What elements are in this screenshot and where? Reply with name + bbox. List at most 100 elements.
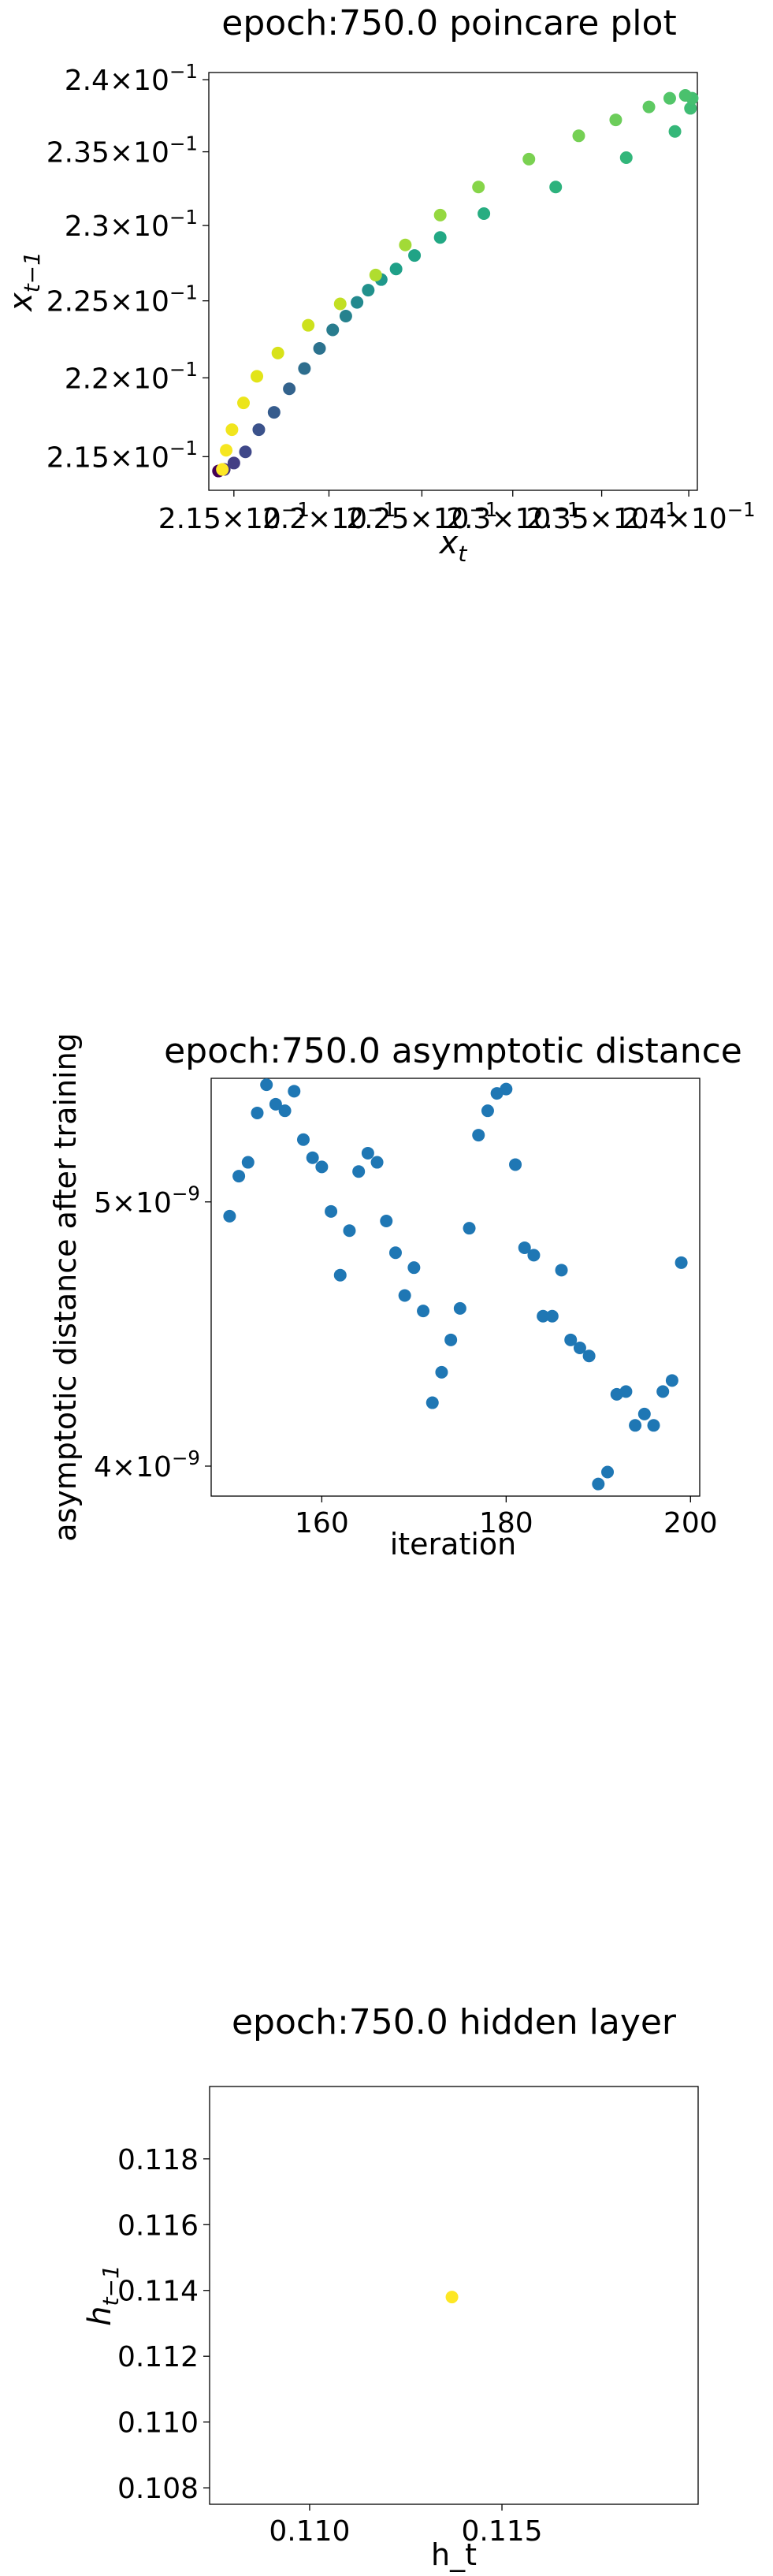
data-point bbox=[362, 284, 375, 297]
data-point bbox=[433, 208, 447, 221]
data-point bbox=[380, 1214, 393, 1227]
data-point bbox=[684, 102, 697, 115]
data-point bbox=[549, 181, 563, 194]
y-tick-label: 2.3×10−1 bbox=[65, 206, 198, 243]
x-tick-label: 160 bbox=[295, 1507, 349, 1539]
x-axis-ticks: 2.15×10−12.2×10−12.25×10−12.3×10−12.35×1… bbox=[158, 490, 756, 535]
data-point bbox=[333, 1268, 347, 1282]
chart-title: epoch:750.0 asymptotic distance bbox=[164, 1031, 742, 1071]
x-tick-label: 180 bbox=[479, 1507, 533, 1539]
data-point bbox=[444, 1333, 458, 1346]
x-axis-ticks: 160 180 200 bbox=[295, 1496, 718, 1539]
data-point bbox=[227, 456, 240, 470]
data-points bbox=[223, 1078, 688, 1491]
data-point bbox=[433, 231, 447, 244]
data-point bbox=[339, 310, 352, 323]
y-axis-ticks: 2.15×10−1 2.2×10−1 2.25×10−1 2.3×10−1 2.35×1… bbox=[46, 60, 209, 474]
data-point bbox=[241, 1156, 255, 1169]
y-tick-label: 0.112 bbox=[117, 2341, 199, 2373]
data-point bbox=[220, 444, 233, 457]
data-point bbox=[398, 1289, 411, 1302]
data-point bbox=[642, 100, 656, 114]
x-axis-label: h_t bbox=[431, 2537, 477, 2572]
data-point bbox=[343, 1224, 356, 1238]
x-tick-label: 0.110 bbox=[269, 2515, 350, 2548]
data-point bbox=[663, 91, 676, 105]
data-point bbox=[407, 1261, 421, 1275]
data-point bbox=[601, 1465, 615, 1479]
y-tick-label: 2.15×10−1 bbox=[46, 437, 198, 474]
asymptotic-distance-chart: epoch:750.0 asymptotic distance 160 180 20… bbox=[48, 1031, 742, 1562]
y-tick-label: 2.35×10−1 bbox=[46, 132, 198, 169]
data-point bbox=[537, 1309, 550, 1323]
y-axis-ticks: 0.108 0.110 0.112 0.114 0.116 0.118 bbox=[117, 2144, 210, 2505]
data-point bbox=[315, 1160, 329, 1174]
y-axis-label: asymptotic distance after training bbox=[48, 1033, 83, 1542]
data-point bbox=[668, 125, 682, 138]
y-tick-label: 2.25×10−1 bbox=[46, 281, 198, 318]
x-tick-label: 2.25×10−1 bbox=[346, 498, 497, 535]
data-point bbox=[351, 296, 364, 309]
data-point bbox=[302, 318, 315, 332]
data-point bbox=[260, 1078, 273, 1092]
data-point bbox=[417, 1305, 430, 1318]
data-point bbox=[239, 445, 252, 459]
chart-title: epoch:750.0 hidden layer bbox=[232, 2002, 677, 2042]
data-point bbox=[518, 1241, 531, 1254]
data-point bbox=[445, 2291, 459, 2304]
data-point bbox=[555, 1264, 568, 1277]
data-point bbox=[609, 114, 622, 127]
y-tick-label: 0.116 bbox=[117, 2209, 199, 2242]
x-tick-label: 2.15×10−1 bbox=[158, 498, 310, 535]
x-axis-label: iteration bbox=[390, 1527, 517, 1562]
data-point bbox=[269, 1097, 282, 1111]
data-point bbox=[306, 1151, 319, 1164]
data-point bbox=[352, 1165, 366, 1178]
data-point bbox=[582, 1349, 596, 1363]
y-tick-label: 0.114 bbox=[117, 2276, 199, 2308]
data-point bbox=[478, 207, 491, 220]
data-point bbox=[545, 1309, 559, 1323]
data-point bbox=[251, 370, 264, 383]
data-point bbox=[296, 1133, 310, 1146]
y-tick-label: 5×10−9 bbox=[94, 1182, 200, 1219]
data-point bbox=[389, 262, 403, 276]
data-points bbox=[445, 2291, 459, 2304]
data-point bbox=[225, 423, 239, 437]
x-tick-label: 2.2×10−1 bbox=[262, 498, 396, 535]
data-point bbox=[453, 1301, 466, 1315]
data-point bbox=[278, 1104, 292, 1118]
asymptotic-distance-figure: epoch:750.0 asymptotic distance 160 180 20… bbox=[0, 1017, 773, 1584]
data-point bbox=[619, 151, 633, 164]
y-tick-label: 2.4×10−1 bbox=[65, 60, 198, 97]
data-point bbox=[522, 152, 536, 166]
hidden-layer-figure: epoch:750.0 hidden layer 0.110 0.115 0.10… bbox=[0, 2002, 773, 2576]
y-axis-label: xt−1 bbox=[3, 251, 45, 313]
data-point bbox=[472, 1129, 485, 1142]
data-point bbox=[675, 1256, 688, 1269]
data-point bbox=[251, 1106, 264, 1119]
data-point bbox=[500, 1082, 513, 1096]
poincare-plot-figure: epoch:750.0 poincare plot 2.15×10−1 2.2×1… bbox=[0, 0, 773, 568]
data-point bbox=[564, 1333, 578, 1346]
x-tick-label: 0.115 bbox=[461, 2515, 542, 2548]
data-point bbox=[325, 1204, 338, 1218]
x-tick-label: 200 bbox=[663, 1507, 718, 1539]
data-point bbox=[527, 1249, 541, 1262]
data-point bbox=[678, 89, 692, 102]
y-tick-label: 2.2×10−1 bbox=[65, 358, 198, 395]
data-point bbox=[573, 1341, 586, 1354]
x-tick-label: 2.3×10−1 bbox=[446, 498, 579, 535]
y-tick-label: 0.110 bbox=[117, 2407, 199, 2440]
data-point bbox=[370, 1156, 384, 1169]
data-point bbox=[283, 382, 296, 396]
data-point bbox=[361, 1146, 374, 1160]
x-axis-ticks: 0.110 0.115 bbox=[269, 2504, 543, 2548]
y-axis-label: ht−1 bbox=[82, 2265, 124, 2326]
poincare-plot-chart: epoch:750.0 poincare plot 2.15×10−12.2×1… bbox=[3, 3, 756, 567]
y-axis-ticks: 4×10−9 5×10−9 bbox=[94, 1182, 211, 1483]
y-tick-label: 4×10−9 bbox=[94, 1446, 200, 1483]
data-point bbox=[647, 1419, 660, 1432]
data-point bbox=[592, 1477, 605, 1491]
data-point bbox=[399, 238, 412, 251]
